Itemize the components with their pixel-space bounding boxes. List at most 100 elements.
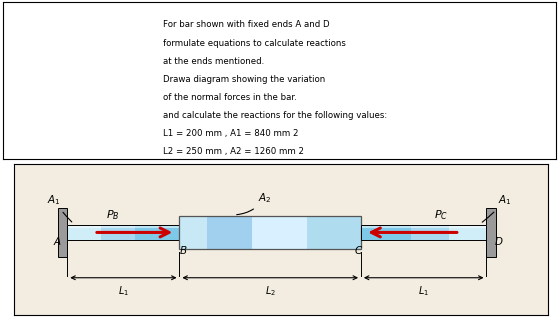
Text: formulate equations to calculate reactions: formulate equations to calculate reactio…	[163, 38, 346, 48]
Bar	[474, 225, 477, 240]
Bar	[418, 225, 421, 240]
Bar	[477, 225, 481, 240]
Bar	[386, 225, 390, 240]
Bar	[90, 225, 93, 240]
Bar	[288, 216, 293, 249]
Bar	[73, 225, 76, 240]
Bar	[248, 216, 253, 249]
Bar	[112, 225, 116, 240]
Bar	[202, 216, 207, 249]
Bar	[138, 225, 141, 240]
Bar	[320, 216, 325, 249]
Bar	[427, 225, 430, 240]
Bar	[67, 225, 70, 240]
Bar	[293, 216, 298, 249]
Bar	[82, 225, 85, 240]
Bar	[67, 226, 179, 228]
Bar	[184, 216, 189, 249]
Text: $A_2$: $A_2$	[236, 191, 272, 215]
Bar	[234, 216, 239, 249]
Bar	[380, 225, 383, 240]
Text: L1 = 200 mm , A1 = 840 mm 2: L1 = 200 mm , A1 = 840 mm 2	[163, 129, 299, 138]
Bar	[149, 225, 152, 240]
Bar	[433, 225, 437, 240]
Bar	[449, 225, 452, 240]
Bar	[343, 216, 348, 249]
Bar	[306, 216, 311, 249]
Bar	[171, 225, 174, 240]
Text: D: D	[495, 237, 503, 247]
Bar	[98, 225, 102, 240]
Bar	[458, 225, 462, 240]
Bar	[79, 225, 82, 240]
Bar	[118, 225, 121, 240]
Bar	[389, 225, 393, 240]
Bar	[364, 225, 368, 240]
Text: and calculate the reactions for the following values:: and calculate the reactions for the foll…	[163, 111, 387, 120]
Bar	[261, 216, 266, 249]
Bar	[110, 225, 113, 240]
Bar	[160, 225, 163, 240]
Bar	[297, 216, 302, 249]
Bar	[216, 216, 221, 249]
Bar	[229, 216, 234, 249]
Text: A: A	[53, 237, 60, 247]
Bar	[280, 216, 285, 249]
Bar	[367, 225, 371, 240]
Bar	[179, 216, 184, 249]
Bar	[124, 225, 127, 240]
Bar	[316, 216, 321, 249]
Bar	[347, 216, 352, 249]
Bar	[270, 216, 275, 249]
Bar	[405, 225, 409, 240]
Bar	[188, 216, 193, 249]
Bar	[225, 216, 230, 249]
Bar	[266, 216, 271, 249]
Bar	[104, 225, 107, 240]
Text: $P_B$: $P_B$	[106, 208, 120, 222]
Bar	[480, 225, 484, 240]
Bar	[334, 216, 339, 249]
Text: For bar shown with fixed ends A and D: For bar shown with fixed ends A and D	[163, 20, 330, 30]
Bar	[430, 225, 434, 240]
Text: $L_1$: $L_1$	[418, 284, 429, 298]
Text: $L_1$: $L_1$	[118, 284, 129, 298]
Bar	[443, 225, 446, 240]
Bar	[220, 216, 225, 249]
Bar	[436, 225, 440, 240]
Bar	[383, 225, 387, 240]
Bar	[87, 225, 91, 240]
Bar	[129, 225, 132, 240]
Bar	[179, 216, 361, 249]
Bar	[325, 216, 330, 249]
Bar	[414, 225, 418, 240]
Bar	[84, 225, 88, 240]
Bar	[76, 225, 79, 240]
Bar	[361, 225, 486, 240]
Bar	[211, 216, 216, 249]
Bar	[252, 216, 257, 249]
Bar	[107, 225, 110, 240]
Bar	[67, 225, 179, 240]
Bar	[58, 208, 67, 257]
Bar	[486, 208, 496, 257]
Bar	[371, 225, 374, 240]
Text: of the normal forces in the bar.: of the normal forces in the bar.	[163, 93, 297, 102]
Bar	[146, 225, 149, 240]
Bar	[468, 225, 471, 240]
Bar	[115, 225, 119, 240]
Bar	[163, 225, 166, 240]
Bar	[424, 225, 428, 240]
Bar	[420, 225, 424, 240]
Text: at the ends mentioned.: at the ends mentioned.	[163, 57, 264, 66]
Bar	[121, 225, 124, 240]
Text: L2 = 250 mm , A2 = 1260 mm 2: L2 = 250 mm , A2 = 1260 mm 2	[163, 147, 304, 156]
Bar	[151, 225, 155, 240]
Bar	[168, 225, 172, 240]
Bar	[329, 216, 334, 249]
Bar	[143, 225, 146, 240]
Text: PB = 25.5 KN and PC = 17.0 KN.: PB = 25.5 KN and PC = 17.0 KN.	[163, 165, 304, 174]
Bar	[174, 225, 177, 240]
Text: B: B	[179, 246, 187, 256]
Bar	[257, 216, 262, 249]
